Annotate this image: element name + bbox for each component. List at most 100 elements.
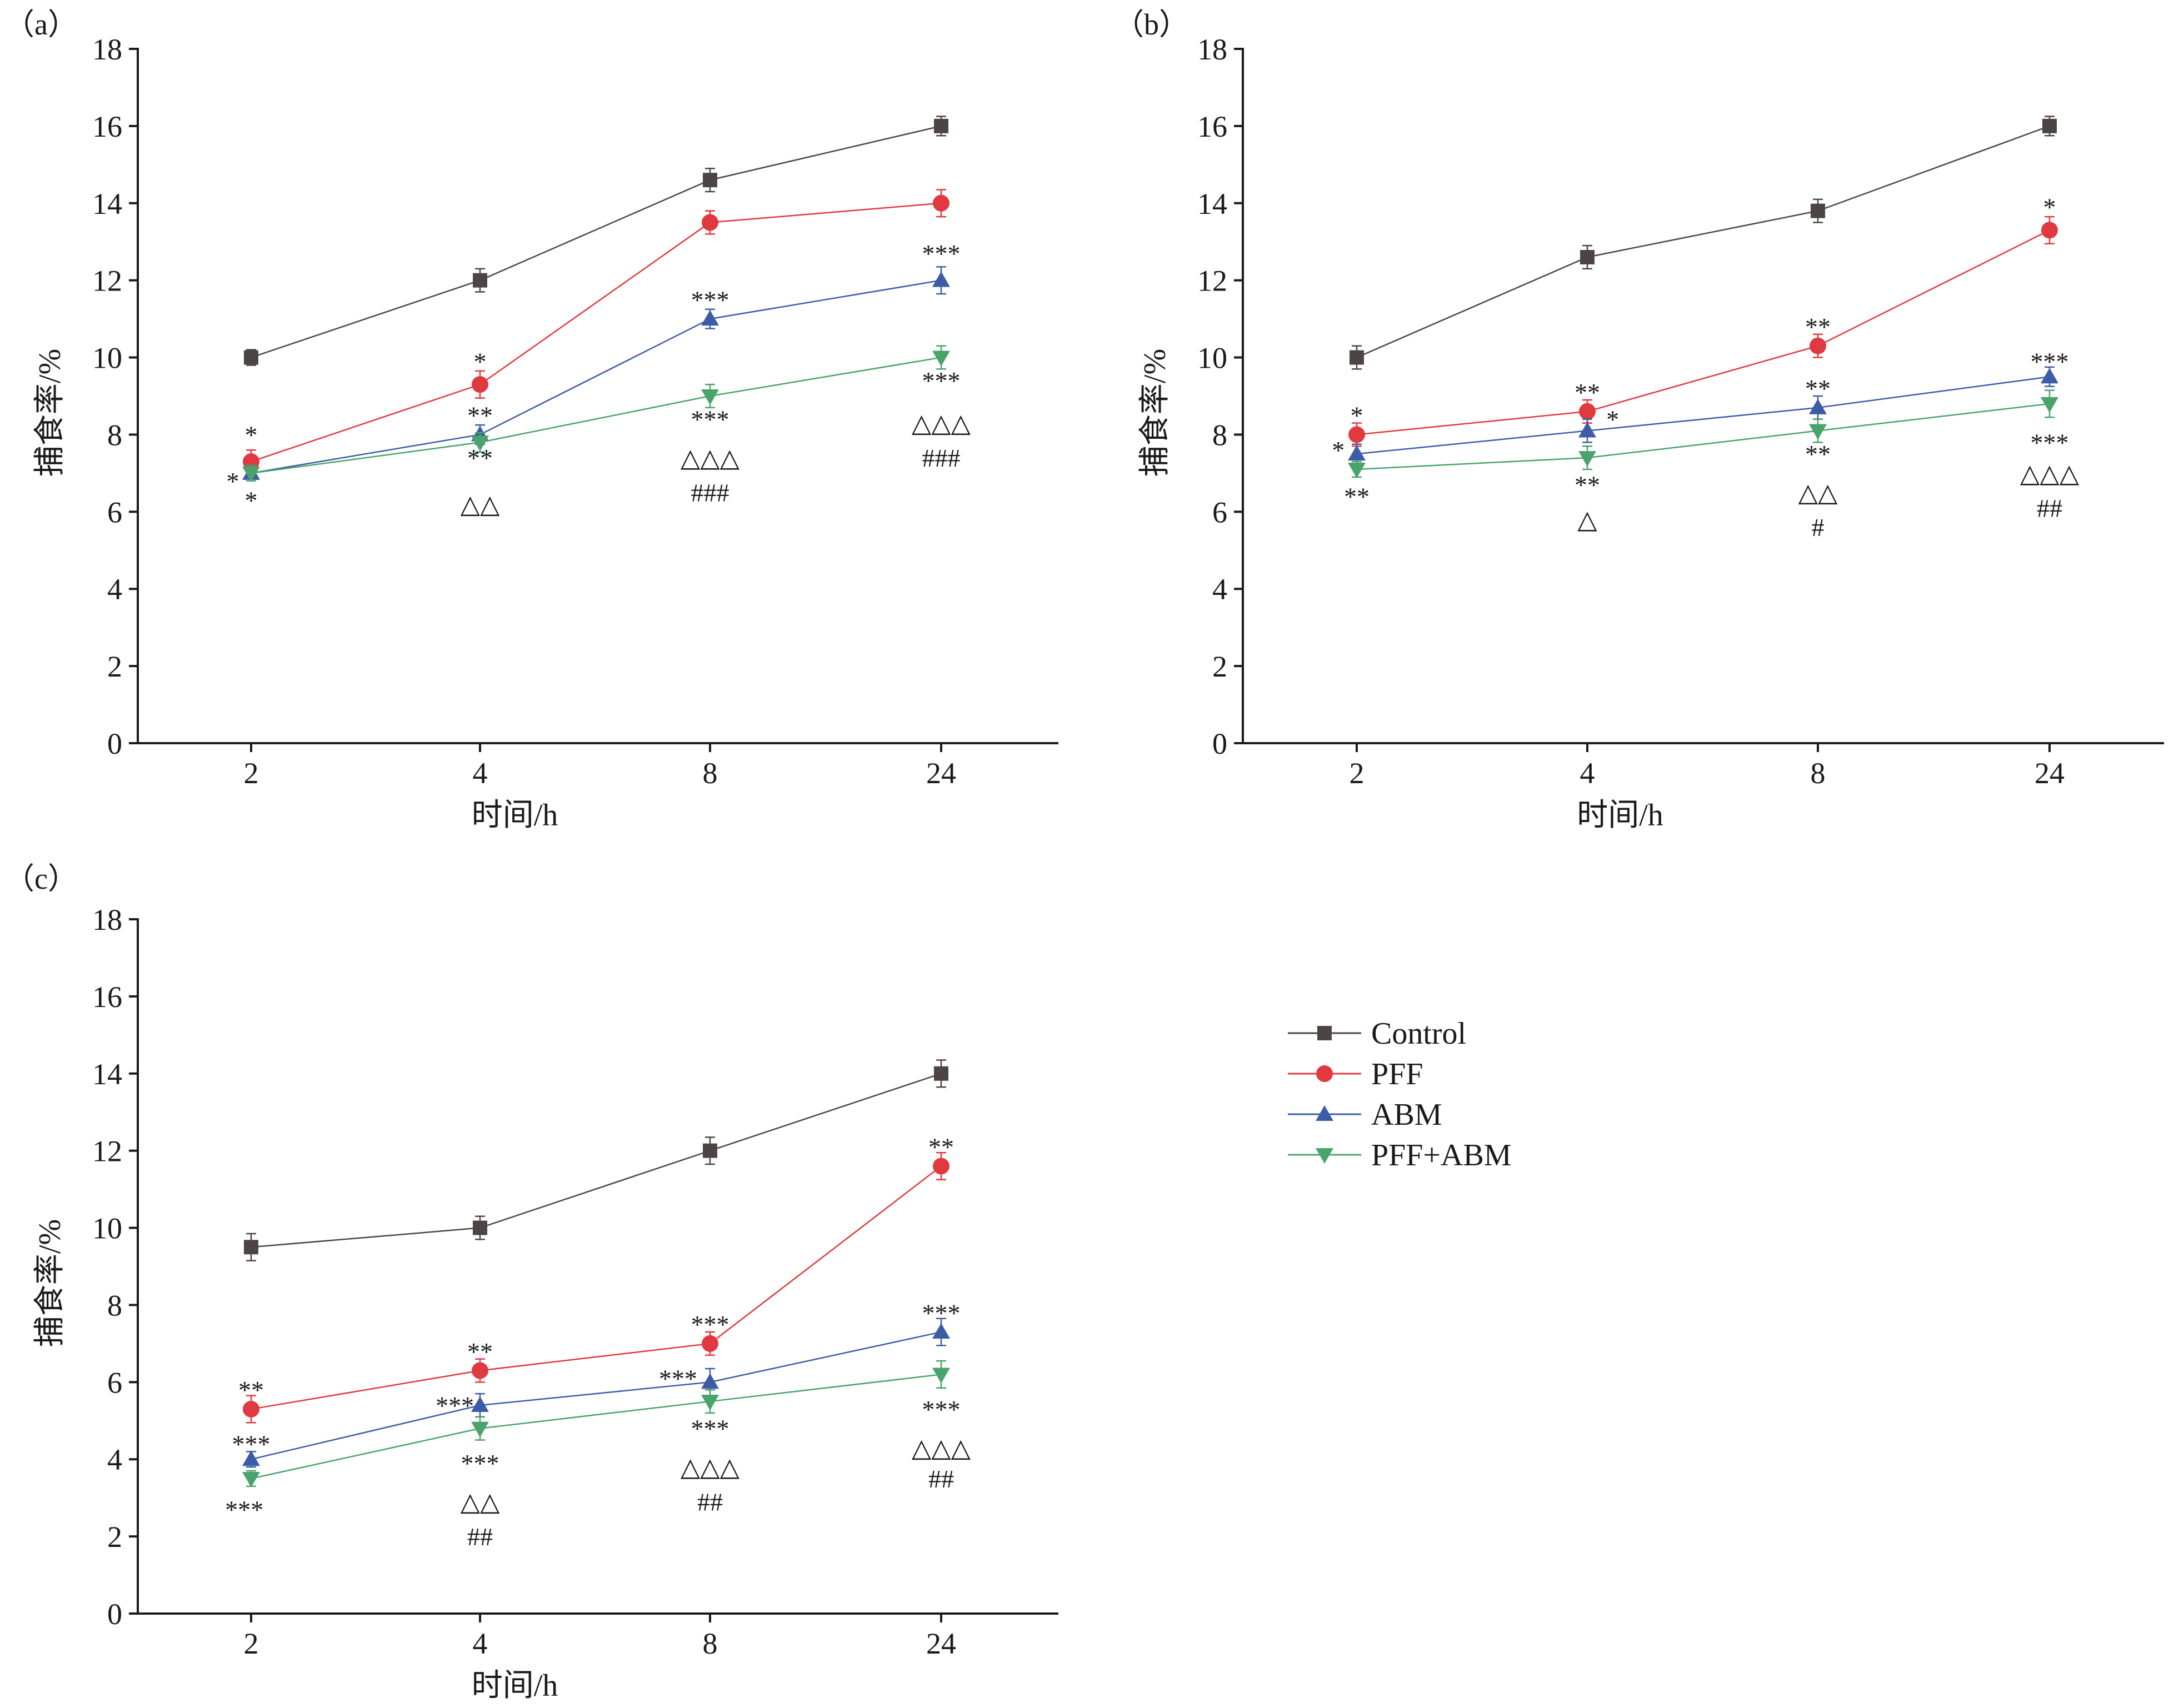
y-tick-label: 2 [107,1520,122,1554]
y-tick-label: 0 [1212,727,1227,760]
legend: Control PFF ABM PFF+ABM [1288,1016,1512,1173]
data-point-pff [933,1158,949,1175]
x-axis-title: 时间/h [472,1669,558,1703]
data-point-control [244,1240,258,1255]
data-point-abm [471,1396,489,1412]
series-line-pff [251,1165,942,1410]
panel-label: （c） [4,862,78,895]
series-line-control [1356,125,2050,358]
data-point-pff [472,1362,488,1379]
y-tick-label: 14 [92,1058,122,1091]
data-point-pff [933,194,949,212]
significance-label: ## [2037,494,2062,522]
y-tick-label: 4 [107,573,122,606]
legend-entry-pff-abm: PFF+ABM [1288,1138,1512,1173]
data-point-pff-abm [932,1368,950,1384]
significance-label: *** [922,1395,961,1424]
series-pff [243,1151,949,1424]
significance-label: *** [691,1415,729,1443]
data-point-control [244,350,258,365]
significance-label: *** [691,405,729,434]
series-line-pff-abm [251,357,942,474]
series-abm [1348,366,2058,464]
x-tick-label: 8 [703,1627,718,1660]
x-tick-label: 2 [1350,757,1365,790]
significance-label: ** [238,1376,264,1404]
y-tick-label: 0 [107,727,122,760]
significance-label: △△ [461,490,500,518]
series-control [1350,116,2057,370]
data-point-pff [472,376,488,393]
data-point-pff-abm [932,350,950,367]
significance-label: *** [232,1430,271,1458]
x-axis-title: 时间/h [1577,798,1663,833]
significance-label: ** [467,1338,493,1366]
significance-label: ## [697,1488,723,1516]
data-point-abm [1348,445,1366,461]
legend-marker [1316,1065,1333,1082]
significance-label: *** [922,367,961,395]
legend-marker [1316,1105,1333,1121]
significance-label: △△△ [912,1434,971,1462]
series-line-pff [251,202,942,463]
y-tick-label: 18 [92,903,122,936]
data-point-pff [702,214,718,231]
panel-label: （a） [4,8,78,41]
data-point-abm [1809,398,1827,414]
y-tick-label: 12 [92,264,122,298]
x-tick-label: 2 [244,1627,259,1660]
data-point-pff [243,1400,259,1418]
significance-label: *** [2031,428,2069,457]
significance-label: ** [1805,374,1831,403]
significance-label: ** [1344,483,1370,511]
y-tick-label: 8 [107,418,122,452]
legend-label: PFF [1371,1057,1423,1091]
series-line-control [251,1073,942,1248]
legend-label: PFF+ABM [1371,1138,1512,1173]
data-point-control [1580,250,1595,264]
series-line-control [251,125,942,358]
significance-label: ### [691,479,729,507]
significance-label: *** [691,1310,729,1339]
y-tick-label: 16 [1197,110,1227,143]
x-tick-label: 4 [1580,757,1595,790]
y-tick-label: 10 [1197,342,1227,375]
data-point-pff [2041,222,2058,239]
significance-label: △△ [461,1488,500,1516]
legend-marker [1317,1026,1332,1040]
x-tick-label: 24 [926,757,956,790]
series-pff-abm [242,345,950,482]
series-control [244,116,948,366]
x-tick-label: 4 [473,1627,488,1660]
data-point-pff-abm [242,466,260,482]
significance-label: * [1606,405,1619,434]
significance-label: * [227,467,239,495]
significance-label: * [1351,402,1363,430]
data-point-abm [701,1373,719,1389]
y-tick-label: 8 [1212,418,1227,452]
data-point-pff [1348,426,1365,443]
y-axis-title: 捕食率/% [33,1219,67,1347]
series-line-abm [251,279,942,474]
y-tick-label: 6 [1212,495,1227,529]
legend-marker [1316,1148,1333,1164]
data-point-control [473,1220,487,1235]
significance-label: ** [928,1133,954,1161]
significance-label: *** [691,285,729,314]
y-tick-label: 12 [92,1135,122,1168]
data-point-pff-abm [2041,397,2058,413]
data-point-control [1350,350,1364,365]
series-line-abm [1356,376,2050,455]
significance-label: △△△ [2020,459,2080,488]
series-pff [243,189,949,474]
significance-label: △△△ [681,1453,740,1481]
series-line-pff [1356,229,2050,435]
data-point-pff-abm [1348,462,1366,478]
x-tick-label: 24 [2035,757,2065,790]
y-tick-label: 10 [92,342,122,375]
panel-label: （b） [1114,8,1189,41]
